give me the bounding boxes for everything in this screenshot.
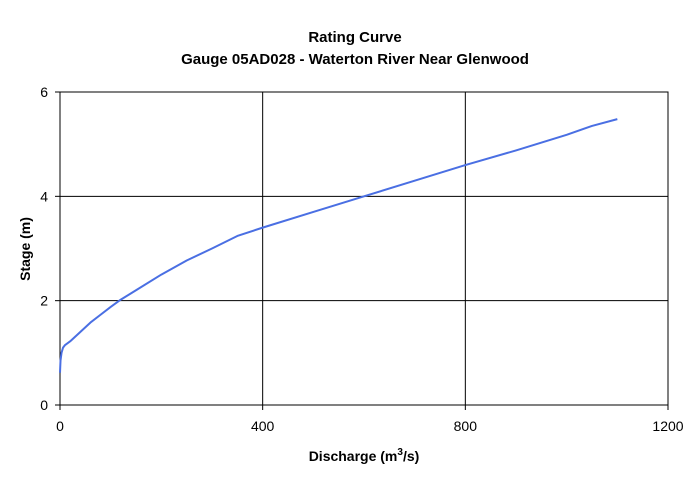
x-axis-label-sup: 3 xyxy=(397,447,403,458)
rating-curve-line xyxy=(59,118,618,373)
y-tick-label: 2 xyxy=(40,293,48,309)
x-axis-label-suffix: /s) xyxy=(403,448,419,464)
x-axis-ticks: 0 400 800 1200 xyxy=(56,405,684,434)
y-axis-ticks: 0 2 4 6 xyxy=(40,84,60,413)
series-group xyxy=(59,118,618,373)
x-tick-label: 0 xyxy=(56,418,64,434)
x-tick-label: 800 xyxy=(454,418,478,434)
plot-area xyxy=(59,91,669,406)
x-tick-label: 400 xyxy=(251,418,275,434)
y-axis-label: Stage (m) xyxy=(17,217,33,281)
y-tick-label: 4 xyxy=(40,188,48,204)
y-tick-label: 0 xyxy=(40,397,48,413)
x-tick-label: 1200 xyxy=(652,418,683,434)
grid-lines xyxy=(60,92,668,405)
y-tick-label: 6 xyxy=(40,84,48,100)
x-axis-label-prefix: Discharge (m xyxy=(309,448,398,464)
x-axis-label: Discharge (m3/s) xyxy=(309,447,420,464)
chart-subtitle: Gauge 05AD028 - Waterton River Near Glen… xyxy=(181,51,529,68)
chart-title: Rating Curve xyxy=(308,29,401,46)
